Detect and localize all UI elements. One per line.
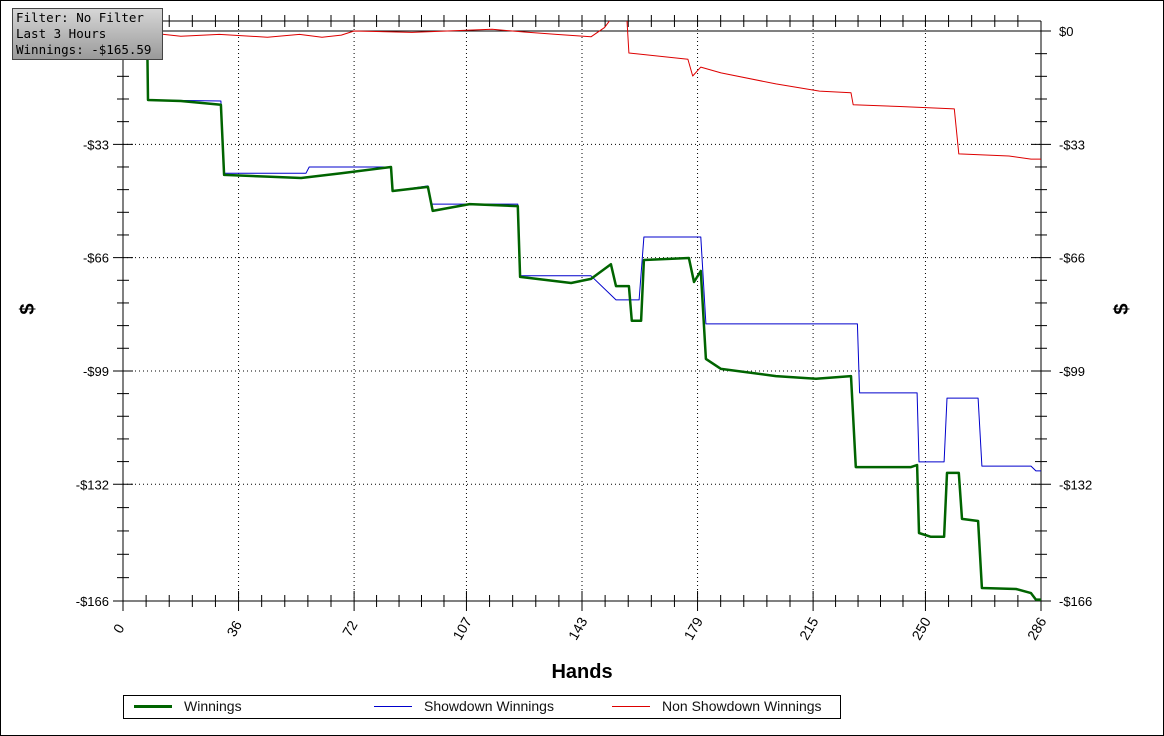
series-line-non-showdown-winnings [123,21,1041,160]
period-label: Last 3 Hours [16,26,107,41]
legend-swatch-winnings [134,704,172,708]
y-right-tick-label: -$132 [1059,477,1092,492]
y-left-tick-label: -$166 [76,594,109,609]
filter-label: Filter: No Filter [16,10,144,25]
x-tick-label: 0 [110,621,128,636]
legend-label-non-showdown: Non Showdown Winnings [662,698,822,714]
legend-label-winnings: Winnings [184,698,242,714]
x-tick-label: 179 [680,614,706,642]
x-tick-label: 36 [223,618,245,640]
y-left-tick-label: -$66 [83,251,109,266]
y-left-tick-label: -$99 [83,364,109,379]
legend-swatch-showdown [374,705,412,707]
x-tick-label: 107 [449,614,475,642]
legend-swatch-non-showdown [612,705,650,707]
legend-item-non-showdown: Non Showdown Winnings [612,698,822,714]
filter-info-box: Filter: No Filter Last 3 Hours Winnings:… [12,8,163,60]
y-axis-title-left: $ [17,303,39,314]
y-right-tick-label: -$99 [1059,364,1085,379]
x-tick-label: 215 [796,614,822,642]
total-winnings-label: Winnings: -$165.59 [16,42,152,57]
series-line-showdown-winnings [123,30,1041,472]
y-right-tick-label: -$166 [1059,594,1092,609]
y-axis-title-right: $ [1111,303,1133,314]
legend-item-winnings: Winnings [134,698,242,714]
x-tick-label: 143 [565,614,591,642]
y-right-tick-label: $0 [1059,24,1073,39]
y-right-tick-label: -$66 [1059,251,1085,266]
legend-label-showdown: Showdown Winnings [424,698,554,714]
y-left-tick-label: -$132 [76,477,109,492]
y-left-tick-label: -$33 [83,137,109,152]
x-axis-title: Hands [551,661,612,683]
series-line-winnings [123,29,1041,601]
x-tick-label: 286 [1024,614,1050,642]
y-right-tick-label: -$33 [1059,137,1085,152]
x-tick-label: 250 [908,614,934,642]
legend-item-showdown: Showdown Winnings [374,698,554,714]
x-tick-label: 72 [339,618,361,640]
chart-legend: Winnings Showdown Winnings Non Showdown … [123,695,841,719]
